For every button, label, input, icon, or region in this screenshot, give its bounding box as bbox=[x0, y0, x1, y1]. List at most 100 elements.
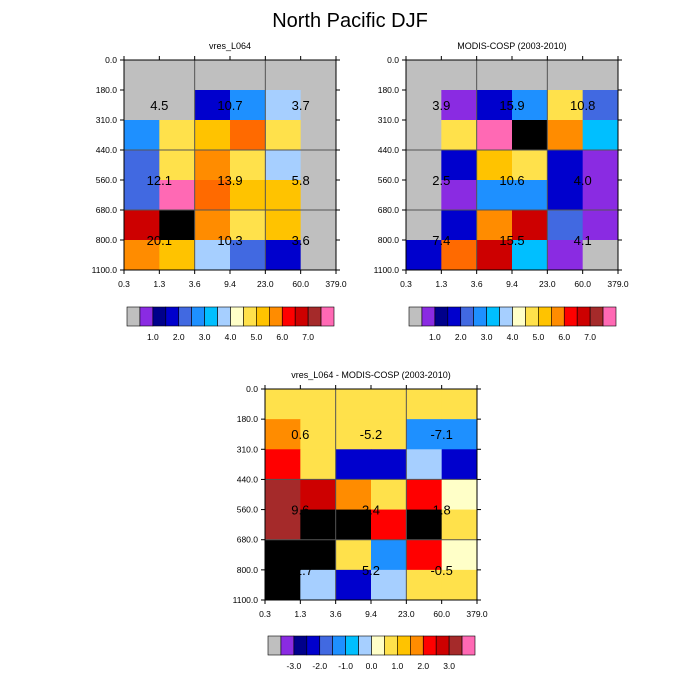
colorbar-label: 2.0 bbox=[417, 661, 429, 671]
x-tick-label: 60.0 bbox=[574, 279, 591, 289]
heatmap-cell bbox=[300, 419, 337, 450]
heatmap-cell bbox=[441, 419, 478, 450]
data-label: 4.1 bbox=[574, 233, 592, 248]
panel-title: vres_L064 bbox=[209, 41, 251, 51]
x-tick-label: 379.0 bbox=[466, 609, 488, 619]
colorbar-swatch bbox=[421, 306, 436, 327]
x-tick-label: 9.4 bbox=[365, 609, 377, 619]
y-tick-label: 310.0 bbox=[237, 444, 259, 454]
heatmap-cell bbox=[582, 150, 619, 181]
heatmap-cell bbox=[300, 120, 337, 151]
data-label: 4.0 bbox=[574, 173, 592, 188]
data-label: 10.6 bbox=[499, 173, 524, 188]
data-label: 10.8 bbox=[570, 98, 595, 113]
colorbar-swatch bbox=[447, 306, 462, 327]
colorbar-swatch bbox=[319, 635, 333, 656]
heatmap-cell bbox=[194, 60, 231, 91]
heatmap-cell bbox=[582, 240, 619, 271]
x-tick-label: 60.0 bbox=[292, 279, 309, 289]
heatmap-cell bbox=[230, 210, 266, 241]
heatmap-cell bbox=[159, 120, 196, 151]
x-tick-label: 23.0 bbox=[257, 279, 274, 289]
heatmap-cell bbox=[124, 180, 160, 211]
heatmap-cell bbox=[406, 240, 442, 271]
heatmap-cell bbox=[582, 180, 619, 211]
panel-2: 0.0 180.0 310.0 440.0 560.0 680.0 800.0 1100.00… bbox=[374, 41, 629, 342]
colorbar-label: 4.0 bbox=[507, 332, 519, 342]
heatmap-cell bbox=[406, 539, 443, 571]
heatmap-cell bbox=[124, 210, 160, 241]
x-tick-label: 1.3 bbox=[153, 279, 165, 289]
data-label: 7.4 bbox=[432, 233, 450, 248]
heatmap-cell bbox=[335, 419, 372, 450]
heatmap-cell bbox=[159, 150, 196, 181]
colorbar-swatch bbox=[576, 306, 591, 327]
heatmap-cell bbox=[335, 509, 372, 541]
heatmap-cell bbox=[335, 479, 372, 510]
y-tick-label: 800.0 bbox=[237, 565, 259, 575]
data-label: 3.9 bbox=[432, 98, 450, 113]
heatmap-cell bbox=[441, 210, 478, 241]
data-label: -5.2 bbox=[360, 427, 382, 442]
colorbar-label: 6.0 bbox=[558, 332, 570, 342]
heatmap-cell bbox=[406, 150, 442, 181]
heatmap-cell bbox=[371, 539, 407, 571]
y-tick-label: 680.0 bbox=[237, 535, 259, 545]
heatmap-cell bbox=[582, 60, 619, 91]
heatmap-cell bbox=[265, 120, 302, 151]
colorbar-label: 5.0 bbox=[532, 332, 544, 342]
heatmap-cell bbox=[441, 90, 478, 121]
colorbar-swatch bbox=[397, 635, 411, 656]
colorbar-swatch bbox=[371, 635, 385, 656]
heatmap-cell bbox=[441, 180, 478, 211]
heatmap-cell bbox=[441, 509, 478, 541]
heatmap-cell bbox=[441, 449, 478, 480]
heatmap-cell bbox=[230, 120, 266, 151]
heatmap-cell bbox=[371, 419, 407, 450]
colorbar-swatch bbox=[269, 306, 283, 327]
heatmap-cell bbox=[335, 539, 372, 571]
colorbar-label: 3.0 bbox=[443, 661, 455, 671]
heatmap-cell bbox=[406, 509, 443, 541]
colorbar-label: 1.0 bbox=[147, 332, 159, 342]
heatmap-cell bbox=[265, 569, 301, 601]
y-tick-label: 440.0 bbox=[96, 145, 118, 155]
heatmap-cell bbox=[194, 210, 231, 241]
x-tick-label: 3.6 bbox=[189, 279, 201, 289]
heatmap-cell bbox=[371, 569, 407, 601]
heatmap-cell bbox=[300, 509, 337, 541]
colorbar-swatch bbox=[178, 306, 192, 327]
heatmap-cell bbox=[335, 449, 372, 480]
heatmap-cell bbox=[265, 210, 302, 241]
data-label: 13.9 bbox=[217, 173, 242, 188]
heatmap-cell bbox=[547, 60, 584, 91]
y-tick-label: 180.0 bbox=[96, 85, 118, 95]
data-label: 5.8 bbox=[292, 173, 310, 188]
colorbar-swatch bbox=[410, 635, 424, 656]
heatmap-cell bbox=[547, 90, 584, 121]
y-tick-label: 180.0 bbox=[237, 414, 259, 424]
heatmap-cell bbox=[230, 60, 266, 91]
heatmap-cell bbox=[512, 60, 548, 91]
heatmap-cell bbox=[512, 240, 548, 271]
colorbar-swatch bbox=[461, 635, 476, 656]
colorbar-swatch bbox=[294, 306, 309, 327]
colorbar-swatch bbox=[243, 306, 257, 327]
heatmap-cell bbox=[406, 210, 442, 241]
heatmap-cell bbox=[265, 180, 302, 211]
data-label: 4.5 bbox=[150, 98, 168, 113]
heatmap-cell bbox=[124, 120, 160, 151]
colorbar-swatch bbox=[320, 306, 335, 327]
heatmap-cell bbox=[124, 90, 160, 121]
colorbar-label: 3.0 bbox=[199, 332, 211, 342]
colorbar-swatch bbox=[139, 306, 154, 327]
x-tick-label: 1.3 bbox=[294, 609, 306, 619]
heatmap-cell bbox=[300, 569, 337, 601]
data-label: 5.2 bbox=[362, 563, 380, 578]
colorbar-swatch bbox=[435, 635, 450, 656]
heatmap-cell bbox=[547, 240, 584, 271]
heatmap-cell bbox=[300, 90, 337, 121]
colorbar-swatch bbox=[332, 635, 346, 656]
data-label: -0.5 bbox=[430, 563, 452, 578]
